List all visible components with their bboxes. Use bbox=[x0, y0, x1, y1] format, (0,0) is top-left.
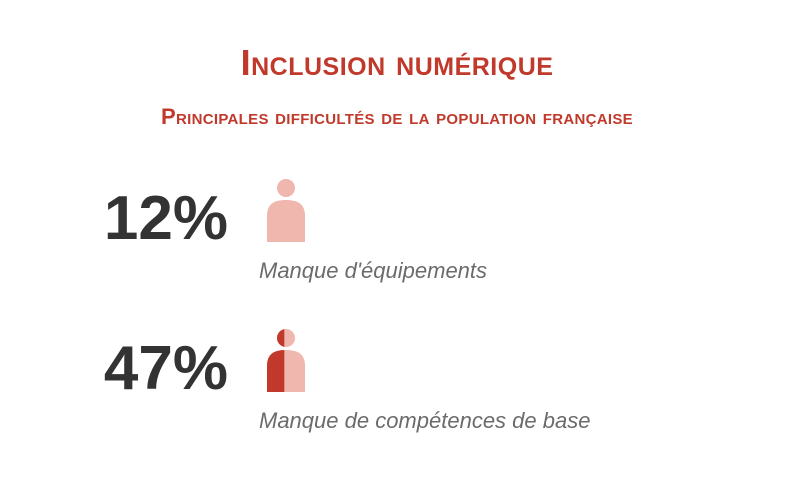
person-empty-part bbox=[267, 179, 305, 242]
person-icon bbox=[267, 179, 305, 242]
stat-caption: Manque d'équipements bbox=[259, 258, 488, 283]
stat-value: 47% bbox=[103, 334, 228, 403]
person-filled-part bbox=[267, 329, 285, 392]
stat-item-skills: 47% Manque de compétences de base bbox=[0, 320, 794, 450]
stat-item-equipment: 12% Manque d'équipements bbox=[0, 170, 794, 300]
stat-value: 12% bbox=[103, 184, 228, 253]
chart-subtitle: Principales difficultés de la population… bbox=[161, 104, 633, 129]
person-icon bbox=[267, 329, 305, 392]
chart-title: Inclusion numérique bbox=[240, 42, 554, 83]
stat-caption: Manque de compétences de base bbox=[259, 408, 591, 433]
